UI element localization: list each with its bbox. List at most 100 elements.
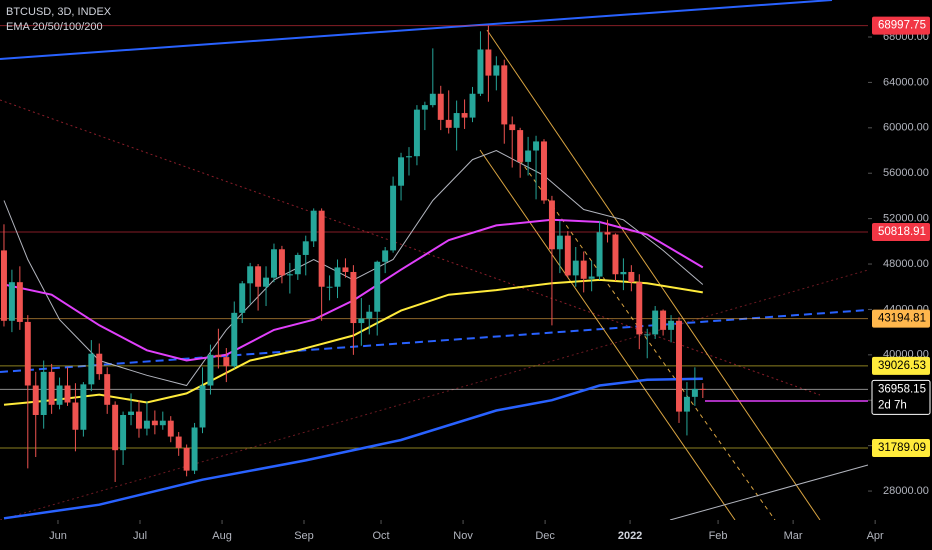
candle-body — [80, 384, 87, 430]
price-label-box — [872, 356, 930, 375]
price-label-box — [872, 439, 930, 458]
candle-body — [668, 320, 675, 330]
trend-line — [0, 0, 833, 60]
candle-body — [175, 436, 182, 448]
chart-title: BTCUSD, 3D, INDEX — [6, 6, 112, 18]
price-label-box — [872, 223, 930, 242]
candle-body — [326, 286, 333, 288]
x-tick-label: Aug — [212, 530, 232, 542]
candle-body — [652, 310, 659, 335]
candle-body — [72, 402, 79, 430]
candle-body — [382, 250, 389, 262]
candle-body — [485, 49, 492, 76]
candle-body — [143, 420, 150, 429]
trend-line — [0, 269, 869, 521]
candle-body — [167, 420, 174, 437]
candle-body — [636, 282, 643, 335]
candle-body — [691, 388, 698, 397]
candle-body — [32, 385, 39, 416]
candle-body — [64, 385, 71, 403]
trend-line — [0, 309, 869, 373]
candle-body — [271, 249, 277, 278]
candle-body — [334, 267, 341, 287]
candle-body — [88, 353, 95, 385]
candle-body — [135, 411, 142, 429]
candle-body — [96, 353, 103, 375]
trend-line — [0, 99, 821, 396]
candle-body — [0, 250, 7, 321]
candle-body — [580, 260, 587, 279]
candle-body — [406, 156, 412, 158]
candle-body — [24, 321, 31, 386]
candle-body — [469, 93, 476, 118]
y-tick-label: 48000.00 — [883, 258, 929, 270]
candle-body — [588, 276, 595, 279]
plot — [0, 25, 868, 520]
candle-body — [556, 235, 563, 250]
price-label-box — [871, 379, 931, 415]
candle-body — [159, 420, 166, 426]
trend-line — [669, 464, 869, 521]
candle-body — [517, 130, 524, 162]
candle-body — [564, 235, 571, 276]
candle-body — [350, 271, 357, 324]
price-label: 36958.15 — [878, 383, 926, 395]
candle-body — [548, 200, 555, 250]
candle-body — [413, 109, 420, 157]
candle-body — [501, 65, 508, 125]
candle-body — [390, 185, 397, 251]
candle-body — [509, 124, 516, 131]
candle-body — [104, 374, 111, 405]
candle-body — [541, 141, 547, 201]
candle-body — [231, 312, 238, 367]
candle-body — [596, 232, 603, 277]
candle-body — [493, 65, 500, 76]
candle-body — [374, 261, 381, 312]
candle-body — [239, 283, 246, 313]
price-label-box — [872, 16, 930, 35]
candle-body — [199, 385, 206, 428]
price-axis — [868, 0, 932, 520]
candle-body — [8, 282, 15, 321]
candle-body — [533, 141, 540, 151]
candle-body — [112, 404, 119, 451]
candle-body — [128, 411, 135, 416]
candle-body — [358, 318, 365, 324]
indicator-label: EMA 20/50/100/200 — [6, 21, 103, 33]
x-tick-label: Nov — [453, 530, 473, 542]
candle-body — [453, 113, 460, 128]
candle-body — [151, 420, 158, 426]
price-label: 31789.09 — [878, 442, 926, 454]
candle-body — [612, 234, 619, 275]
candle-body — [294, 254, 301, 275]
x-tick-label: Oct — [372, 530, 389, 542]
x-tick-label: Apr — [867, 530, 884, 542]
y-tick-label: 52000.00 — [883, 213, 929, 225]
x-tick-label: Mar — [784, 530, 803, 542]
y-tick-label: 64000.00 — [883, 76, 929, 88]
price-label: 68997.75 — [878, 20, 926, 32]
candle-body — [223, 357, 230, 367]
candle-body — [247, 266, 254, 284]
x-tick-label: Dec — [535, 530, 555, 542]
candle-body — [263, 277, 270, 287]
candle-body — [56, 385, 63, 405]
price-label: 39026.53 — [878, 360, 926, 372]
candle-body — [366, 311, 373, 319]
candle-body — [644, 334, 651, 336]
candle-body — [215, 354, 222, 358]
candle-body — [628, 271, 635, 283]
candle-body — [302, 241, 309, 255]
channel-line — [479, 149, 736, 521]
candle-body — [255, 266, 262, 287]
candle-body — [461, 113, 468, 118]
countdown: 2d 7h — [878, 399, 907, 411]
candle-body — [437, 93, 444, 120]
candle-body — [120, 415, 127, 451]
price-label: 50818.91 — [878, 226, 926, 238]
candle-body — [16, 282, 23, 322]
y-tick-label: 60000.00 — [883, 122, 929, 134]
candle-body — [183, 447, 190, 471]
price-label: 43194.81 — [878, 313, 926, 325]
